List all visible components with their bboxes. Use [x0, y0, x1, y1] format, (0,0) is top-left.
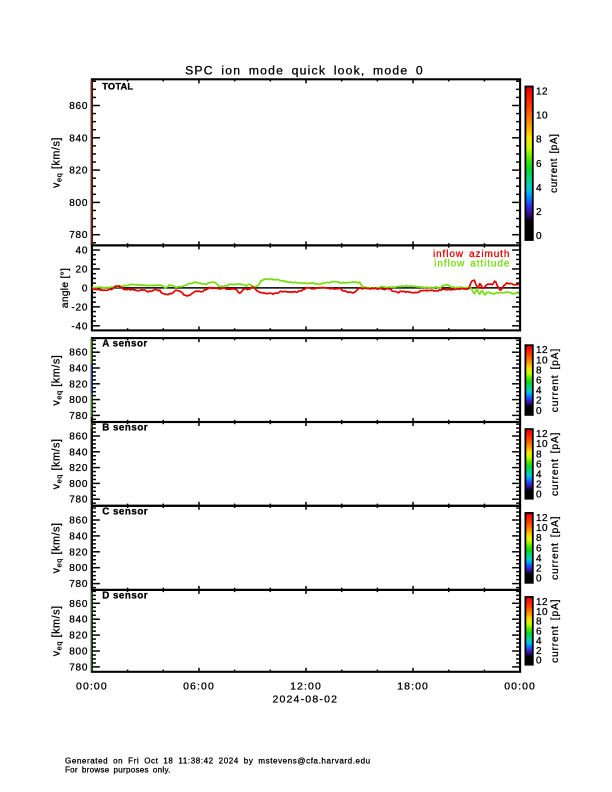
svg-text:8: 8 [536, 617, 542, 628]
svg-text:-20: -20 [71, 302, 88, 313]
svg-text:820: 820 [69, 463, 88, 474]
svg-text:veq [km/s]: veq [km/s] [51, 522, 64, 573]
svg-text:inflow azimuth: inflow azimuth [433, 249, 510, 260]
svg-text:8: 8 [536, 449, 542, 460]
svg-text:820: 820 [69, 631, 88, 642]
svg-text:820: 820 [69, 166, 88, 177]
svg-text:780: 780 [69, 411, 88, 422]
svg-text:780: 780 [69, 579, 88, 590]
svg-text:veq [km/s]: veq [km/s] [51, 355, 64, 406]
svg-text:0: 0 [536, 574, 542, 585]
svg-text:800: 800 [69, 563, 88, 574]
svg-text:4: 4 [536, 636, 542, 647]
svg-text:840: 840 [69, 615, 88, 626]
svg-text:veq [km/s]: veq [km/s] [51, 438, 64, 489]
svg-text:860: 860 [69, 101, 88, 112]
svg-text:current [pA]: current [pA] [550, 516, 561, 580]
svg-text:4: 4 [536, 183, 542, 194]
svg-text:veq [km/s]: veq [km/s] [51, 605, 64, 656]
svg-text:40: 40 [76, 246, 89, 257]
svg-text:00:00: 00:00 [76, 681, 108, 693]
svg-text:00:00: 00:00 [504, 681, 536, 693]
svg-text:8: 8 [536, 135, 542, 146]
svg-text:12: 12 [536, 429, 548, 440]
svg-text:2: 2 [536, 480, 542, 491]
svg-text:2: 2 [536, 564, 542, 575]
svg-text:2024-08-02: 2024-08-02 [272, 694, 338, 706]
svg-text:A sensor: A sensor [102, 339, 148, 350]
svg-text:current [pA]: current [pA] [549, 134, 560, 193]
svg-text:20: 20 [76, 264, 89, 275]
svg-text:6: 6 [536, 626, 542, 637]
svg-text:860: 860 [69, 432, 88, 443]
svg-text:10: 10 [536, 523, 548, 534]
svg-text:8: 8 [536, 533, 542, 544]
svg-text:C sensor: C sensor [102, 506, 148, 517]
svg-text:860: 860 [69, 516, 88, 527]
svg-text:12: 12 [536, 513, 548, 524]
svg-text:840: 840 [69, 447, 88, 458]
svg-text:inflow attitude: inflow attitude [434, 259, 510, 270]
svg-text:veq [km/s]: veq [km/s] [51, 137, 64, 188]
svg-text:840: 840 [69, 133, 88, 144]
svg-text:0: 0 [82, 283, 88, 294]
svg-text:0: 0 [536, 656, 542, 667]
svg-text:10: 10 [536, 111, 548, 122]
svg-text:0: 0 [536, 490, 542, 501]
svg-text:For browse purposes only.: For browse purposes only. [65, 766, 171, 775]
svg-text:780: 780 [69, 230, 88, 241]
svg-text:6: 6 [536, 459, 542, 470]
svg-text:800: 800 [69, 479, 88, 490]
svg-text:4: 4 [536, 469, 542, 480]
svg-text:6: 6 [536, 376, 542, 387]
svg-text:current [pA]: current [pA] [550, 348, 561, 412]
svg-text:10: 10 [536, 355, 548, 366]
svg-text:current [pA]: current [pA] [550, 599, 561, 663]
svg-text:860: 860 [69, 348, 88, 359]
svg-text:780: 780 [69, 662, 88, 673]
svg-text:840: 840 [69, 531, 88, 542]
svg-text:12: 12 [536, 597, 548, 608]
svg-text:Generated on Fri Oct 18 11:38:: Generated on Fri Oct 18 11:38:42 2024 by… [65, 756, 371, 765]
svg-text:2: 2 [536, 646, 542, 657]
svg-text:SPC ion mode quick look, mode: SPC ion mode quick look, mode 0 [185, 64, 424, 78]
svg-text:18:00: 18:00 [397, 681, 429, 693]
svg-text:TOTAL: TOTAL [102, 81, 133, 91]
svg-text:current [pA]: current [pA] [550, 432, 561, 496]
svg-text:800: 800 [69, 198, 88, 209]
svg-text:6: 6 [536, 159, 542, 170]
svg-text:-40: -40 [71, 321, 88, 332]
svg-text:780: 780 [69, 495, 88, 506]
svg-text:12: 12 [536, 87, 548, 98]
svg-text:820: 820 [69, 379, 88, 390]
svg-text:800: 800 [69, 647, 88, 658]
svg-text:4: 4 [536, 386, 542, 397]
svg-text:840: 840 [69, 364, 88, 375]
svg-text:B sensor: B sensor [102, 423, 148, 434]
svg-text:0: 0 [536, 406, 542, 417]
svg-text:06:00: 06:00 [183, 681, 215, 693]
svg-text:12: 12 [536, 345, 548, 356]
svg-text:800: 800 [69, 395, 88, 406]
svg-text:820: 820 [69, 547, 88, 558]
svg-text:8: 8 [536, 365, 542, 376]
svg-text:D sensor: D sensor [102, 591, 148, 602]
svg-text:860: 860 [69, 599, 88, 610]
svg-text:angle [°]: angle [°] [60, 268, 71, 308]
svg-text:0: 0 [536, 231, 542, 242]
svg-text:10: 10 [536, 607, 548, 618]
svg-text:2: 2 [536, 396, 542, 407]
svg-text:6: 6 [536, 543, 542, 554]
svg-text:10: 10 [536, 439, 548, 450]
svg-text:12:00: 12:00 [290, 681, 322, 693]
svg-text:4: 4 [536, 553, 542, 564]
svg-text:2: 2 [536, 207, 542, 218]
